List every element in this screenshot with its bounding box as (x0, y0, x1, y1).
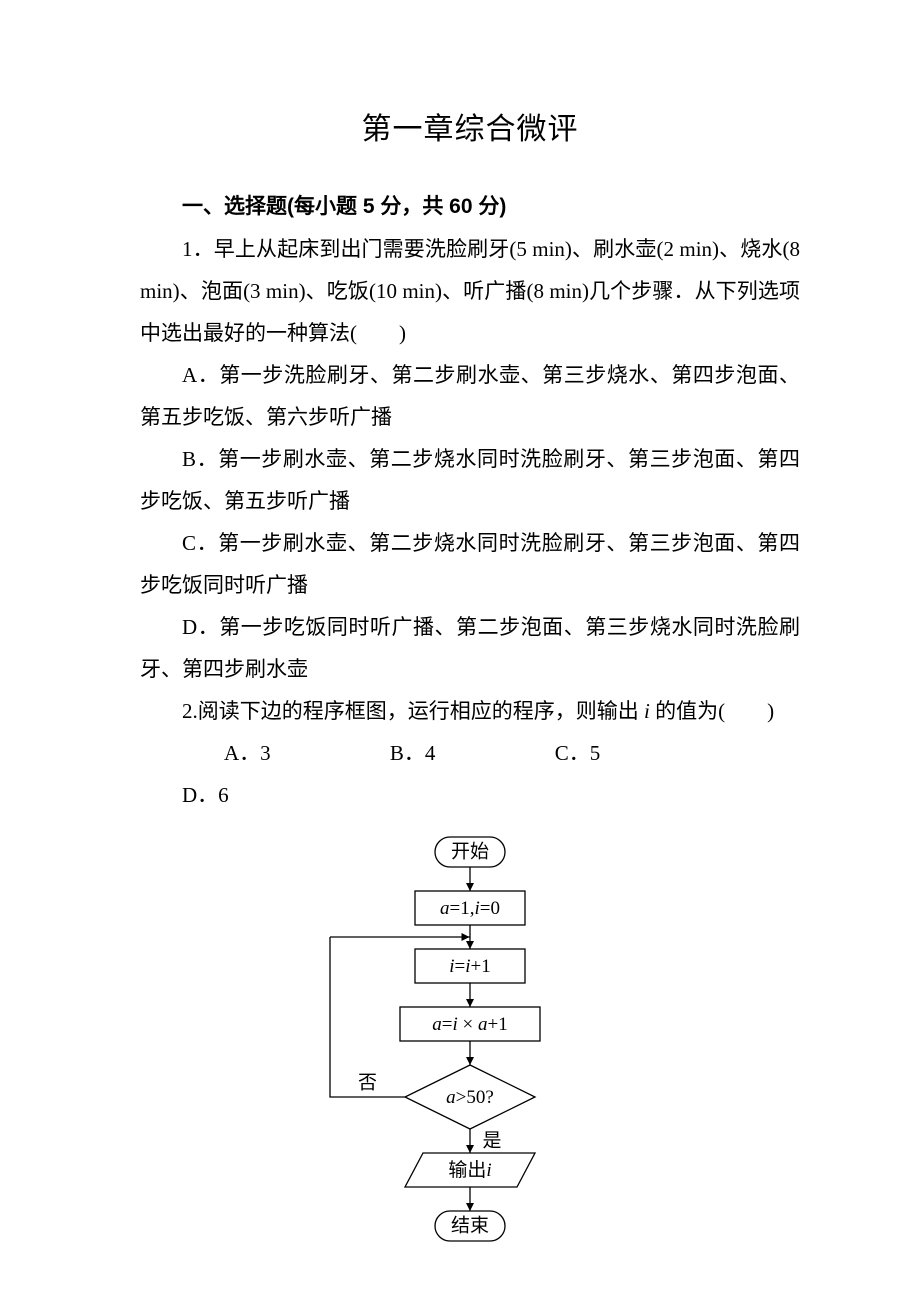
q1-option-c: C．第一步刷水壶、第二步烧水同时洗脸刷牙、第三步泡面、第四步吃饭同时听广播 (140, 522, 800, 606)
flowchart-svg: 开始 a=1,i=0 i=i+1 a=i × a+1 a>50? 否是输出i 结束 (270, 834, 670, 1251)
page-title: 第一章综合微评 (140, 100, 800, 160)
svg-text:否: 否 (358, 1073, 377, 1094)
svg-text:输出i: 输出i (448, 1159, 491, 1181)
q1-text: 1．早上从起床到出门需要洗脸刷牙(5 min)、刷水壶(2 min)、烧水(8 … (140, 228, 800, 354)
q1-option-a: A．第一步洗脸刷牙、第二步刷水壶、第三步烧水、第四步泡面、第五步吃饭、第六步听广… (140, 354, 800, 438)
q1-option-b: B．第一步刷水壶、第二步烧水同时洗脸刷牙、第三步泡面、第四步吃饭、第五步听广播 (140, 438, 800, 522)
q2-options: A．3 B．4 C．5 D．6 (140, 732, 800, 816)
svg-text:i=i+1: i=i+1 (449, 956, 491, 977)
svg-text:是: 是 (482, 1131, 501, 1152)
q2-text-prefix: 2.阅读下边的程序框图，运行相应的程序，则输出 (182, 699, 644, 723)
q2-text-suffix: 的值为( ) (650, 699, 774, 723)
svg-text:结束: 结束 (451, 1215, 489, 1237)
flowchart-container: 开始 a=1,i=0 i=i+1 a=i × a+1 a>50? 否是输出i 结束 (270, 834, 670, 1251)
q2-text: 2.阅读下边的程序框图，运行相应的程序，则输出 i 的值为( ) (140, 690, 800, 732)
q2-option-c: C．5 (513, 732, 601, 774)
q2-option-b: B．4 (348, 732, 436, 774)
svg-text:开始: 开始 (451, 841, 489, 863)
svg-text:a>50?: a>50? (446, 1087, 494, 1108)
svg-text:a=i × a+1: a=i × a+1 (432, 1014, 507, 1035)
svg-text:a=1,i=0: a=1,i=0 (440, 898, 500, 919)
q1-option-d: D．第一步吃饭同时听广播、第二步泡面、第三步烧水同时洗脸刷牙、第四步刷水壶 (140, 606, 800, 690)
section-1-heading: 一、选择题(每小题 5 分，共 60 分) (140, 186, 800, 228)
q2-option-a: A．3 (182, 732, 271, 774)
q2-option-d: D．6 (140, 774, 229, 816)
